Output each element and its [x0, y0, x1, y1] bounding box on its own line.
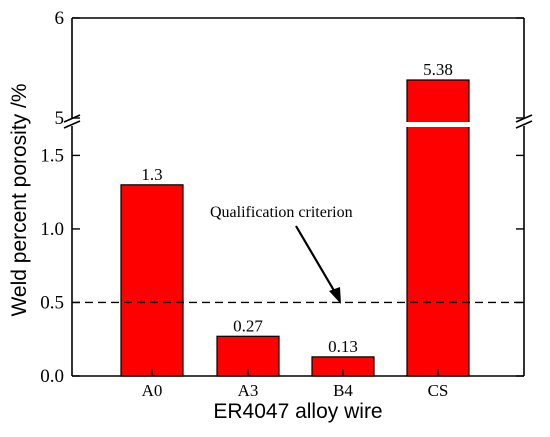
- data-label: 0.13: [328, 337, 358, 356]
- x-tick-label: A0: [142, 381, 163, 400]
- data-labels: 1.3 0.27 0.13 5.38: [141, 60, 453, 356]
- y-tick-label: 0.5: [40, 292, 64, 313]
- y-tick-label: 0.0: [40, 366, 64, 387]
- x-tick-label: CS: [428, 381, 449, 400]
- qualification-criterion-label: Qualification criterion: [210, 204, 353, 221]
- category-labels: A0 A3 B4 CS: [142, 369, 449, 400]
- data-label: 5.38: [423, 60, 453, 79]
- bar-break-gap: [406, 122, 470, 127]
- data-label: 1.3: [141, 165, 162, 184]
- x-axis-title: ER4047 alloy wire: [213, 400, 382, 423]
- y-ticks: 0.0 0.5 1.0 1.5 5 6: [40, 8, 524, 387]
- x-tick-label: B4: [333, 381, 353, 400]
- bar-a0: [120, 184, 184, 377]
- x-tick-label: A3: [238, 381, 259, 400]
- y-tick-label: 5: [55, 108, 65, 129]
- y-axis-title: Weld percent porosity /%: [8, 83, 31, 316]
- data-label: 0.27: [233, 316, 263, 335]
- y-tick-label: 1.0: [40, 219, 64, 240]
- y-tick-label: 1.5: [40, 145, 64, 166]
- criterion-arrow: [295, 225, 341, 304]
- bars: [120, 79, 470, 377]
- y-tick-label: 6: [55, 8, 65, 29]
